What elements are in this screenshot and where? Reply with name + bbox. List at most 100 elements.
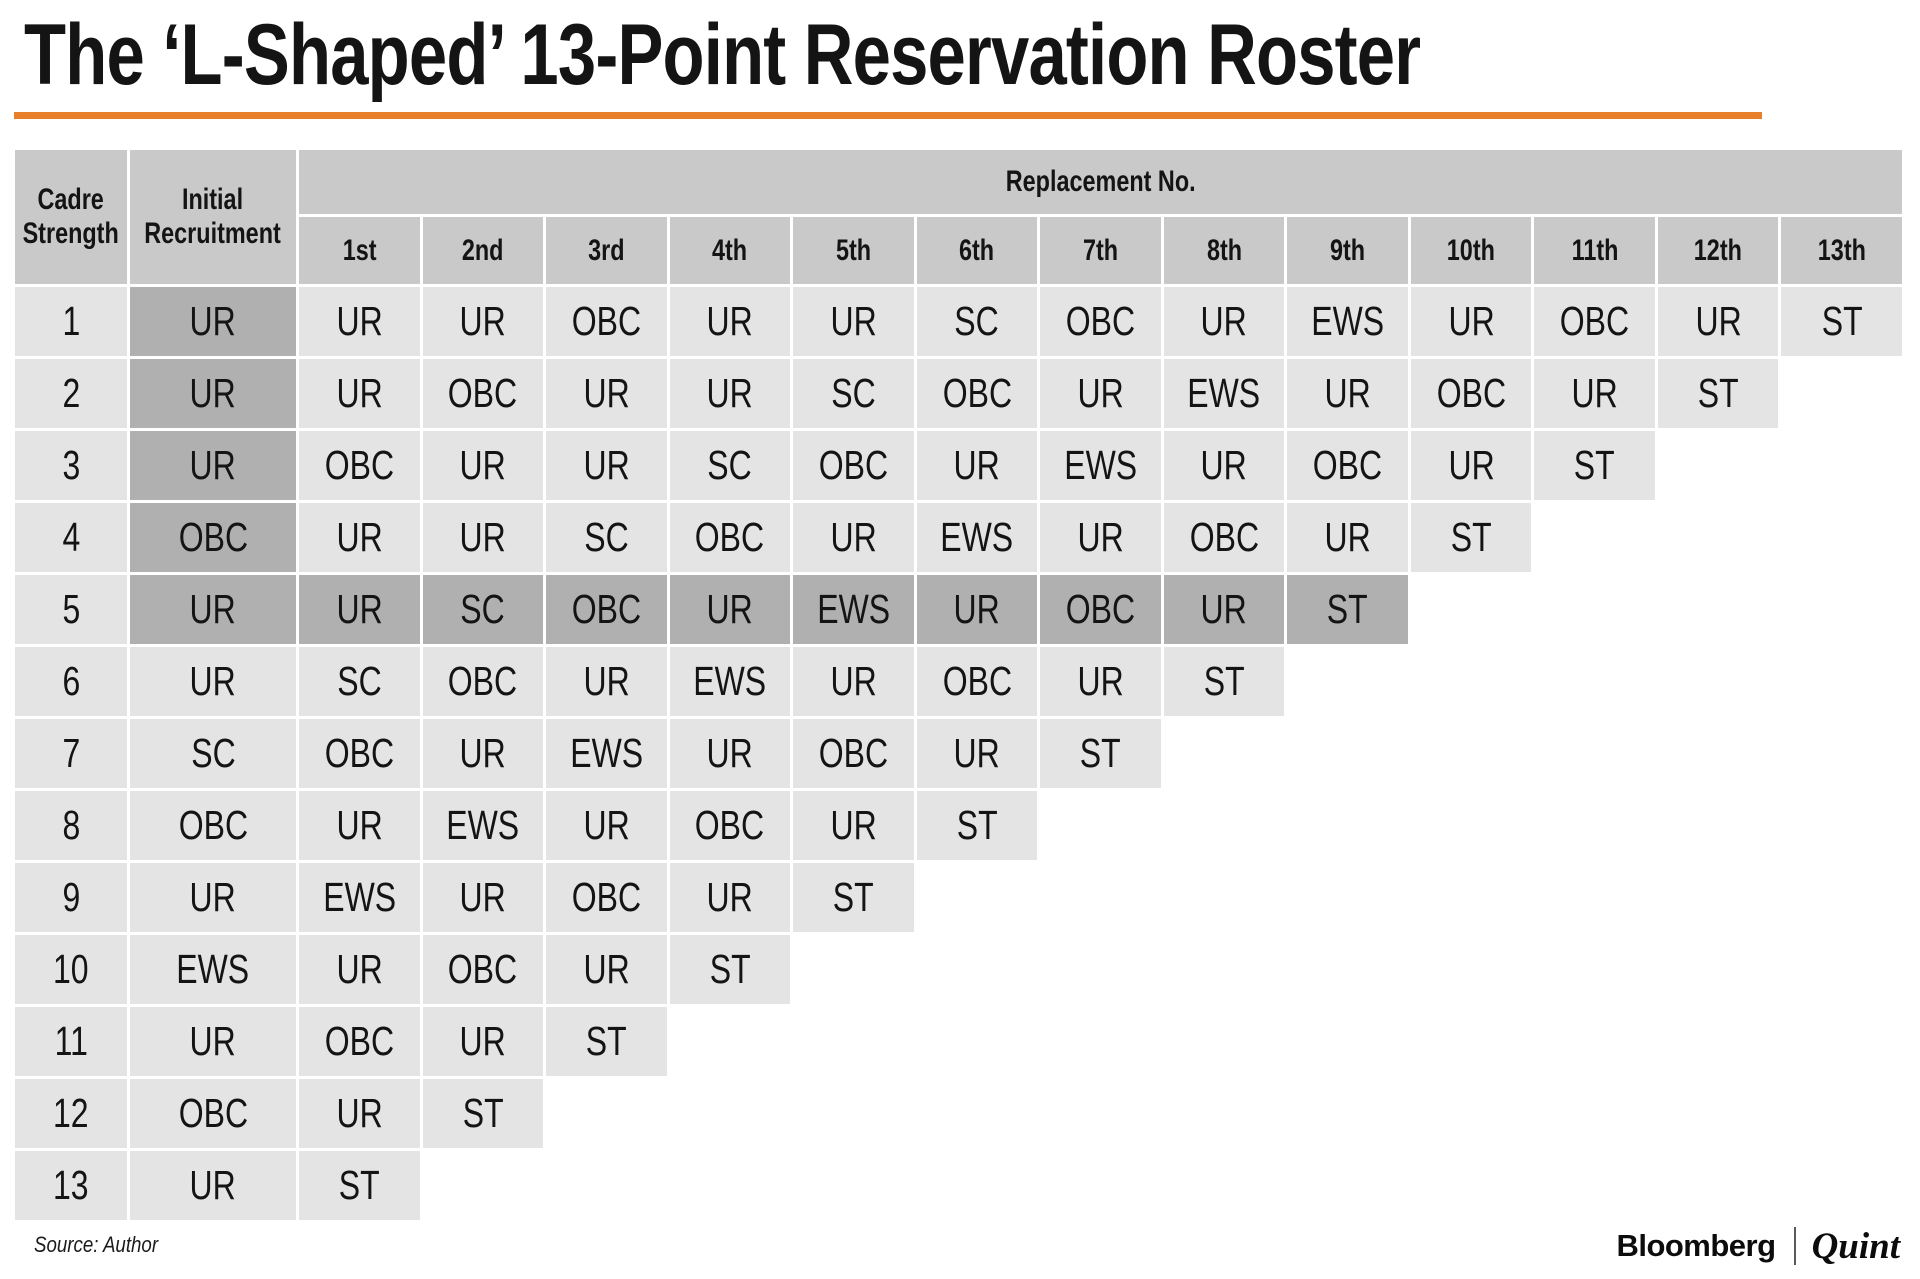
initial-recruitment-9-text: UR xyxy=(189,874,237,920)
source-note: Source: Author xyxy=(34,1232,180,1258)
replacement-r6-c6: OBC xyxy=(916,647,1038,716)
replacement-r7-c7-text: ST xyxy=(1080,730,1121,776)
replacement-r2-c6: OBC xyxy=(916,359,1038,428)
replacement-r1-c10-text: UR xyxy=(1448,298,1495,344)
replacement-r5-c6-text: UR xyxy=(953,586,1001,632)
replacement-r3-c3-text: UR xyxy=(583,442,630,488)
replacement-r5-c7: OBC xyxy=(1040,575,1161,644)
replacement-r8-c2: EWS xyxy=(422,791,544,860)
header-replacement-10th-text: 10th xyxy=(1447,233,1496,267)
header-cadre-strength-text: Cadre Strength xyxy=(22,183,120,250)
replacement-r7-c1-text: OBC xyxy=(324,730,394,776)
replacement-r3-c6: UR xyxy=(916,431,1038,500)
replacement-r1-c7-text: OBC xyxy=(1065,298,1136,344)
replacement-r2-c11: UR xyxy=(1534,359,1655,428)
replacement-r2-c7: UR xyxy=(1040,359,1161,428)
initial-recruitment-1-text: UR xyxy=(189,298,237,344)
replacement-r5-c3-text: OBC xyxy=(571,586,641,632)
header-replacement-6th-text: 6th xyxy=(959,233,995,267)
replacement-r2-c2-text: OBC xyxy=(448,370,518,416)
replacement-r8-c6: ST xyxy=(916,791,1038,860)
replacement-r2-c5: SC xyxy=(793,359,914,428)
initial-recruitment-5: UR xyxy=(130,575,296,644)
replacement-r13-c1-text: ST xyxy=(338,1162,380,1208)
replacement-r12-c2: ST xyxy=(422,1079,544,1148)
header-replacement-2nd-text: 2nd xyxy=(461,233,504,267)
replacement-r3-c8-text: UR xyxy=(1200,442,1248,488)
replacement-r1-c11-text: OBC xyxy=(1559,298,1630,344)
replacement-r8-c4-text: OBC xyxy=(695,802,765,848)
header-initial-recruitment-text: Initial Recruitment xyxy=(144,183,282,250)
initial-recruitment-3-text: UR xyxy=(189,442,237,488)
replacement-r7-c2: UR xyxy=(422,719,544,788)
replacement-r1-c12: UR xyxy=(1657,287,1779,356)
replacement-r5-c3: OBC xyxy=(546,575,667,644)
replacement-r3-c7-text: EWS xyxy=(1064,442,1137,488)
replacement-r6-c8-text: ST xyxy=(1203,658,1245,704)
replacement-r9-c2-text: UR xyxy=(459,874,506,920)
replacement-r1-c2-text: UR xyxy=(459,298,506,344)
initial-recruitment-4: OBC xyxy=(130,503,296,572)
replacement-r7-c6-text: UR xyxy=(953,730,1001,776)
replacement-r7-c5-text: OBC xyxy=(818,730,889,776)
quint-logo: Quint xyxy=(1811,1225,1900,1267)
replacement-r2-c9: UR xyxy=(1287,359,1408,428)
replacement-r2-c12: ST xyxy=(1657,359,1779,428)
cadre-strength-3-text: 3 xyxy=(62,442,80,488)
replacement-r9-c3-text: OBC xyxy=(571,874,641,920)
replacement-r1-c13-text: ST xyxy=(1821,298,1863,344)
replacement-r12-c2-text: ST xyxy=(462,1090,504,1136)
header-replacement-3rd-text: 3rd xyxy=(588,233,625,267)
initial-recruitment-13-text: UR xyxy=(189,1162,237,1208)
header-replacement-4th-text: 4th xyxy=(712,233,748,267)
header-replacement-group: Replacement No. xyxy=(299,150,1902,214)
replacement-r5-c7-text: OBC xyxy=(1065,586,1136,632)
logo-separator xyxy=(1793,1227,1796,1265)
replacement-r7-c1: OBC xyxy=(299,719,420,788)
header-replacement-7th: 7th xyxy=(1040,217,1161,284)
replacement-r5-c8-text: UR xyxy=(1200,586,1248,632)
cadre-strength-2-text: 2 xyxy=(62,370,80,416)
replacement-r1-c5-text: UR xyxy=(830,298,877,344)
replacement-r8-c1-text: UR xyxy=(336,802,383,848)
replacement-r8-c3: UR xyxy=(546,791,667,860)
replacement-r3-c10: UR xyxy=(1410,431,1532,500)
replacement-r6-c3: UR xyxy=(546,647,667,716)
replacement-r4-c7-text: UR xyxy=(1077,514,1124,560)
replacement-r13-c1: ST xyxy=(299,1151,420,1220)
replacement-r2-c7-text: UR xyxy=(1077,370,1124,416)
replacement-r1-c4-text: UR xyxy=(706,298,753,344)
replacement-r3-c8: UR xyxy=(1163,431,1285,500)
replacement-r8-c3-text: UR xyxy=(583,802,630,848)
replacement-r9-c1: EWS xyxy=(299,863,420,932)
replacement-r6-c2-text: OBC xyxy=(448,658,518,704)
replacement-r10-c2-text: OBC xyxy=(448,946,518,992)
header-replacement-7th-text: 7th xyxy=(1082,233,1119,267)
replacement-r3-c1-text: OBC xyxy=(324,442,394,488)
replacement-r4-c2-text: UR xyxy=(459,514,506,560)
replacement-r3-c5-text: OBC xyxy=(818,442,889,488)
header-replacement-9th-text: 9th xyxy=(1330,233,1366,267)
initial-recruitment-5-text: UR xyxy=(189,586,237,632)
replacement-r4-c9-text: UR xyxy=(1324,514,1371,560)
header-replacement-1st-text: 1st xyxy=(342,233,377,267)
replacement-r2-c8-text: EWS xyxy=(1187,370,1261,416)
replacement-r3-c2: UR xyxy=(422,431,544,500)
initial-recruitment-13: UR xyxy=(130,1151,296,1220)
replacement-r1-c11: OBC xyxy=(1534,287,1655,356)
header-replacement-group-text: Replacement No. xyxy=(1005,165,1196,199)
header-replacement-12th: 12th xyxy=(1657,217,1779,284)
initial-recruitment-7-text: SC xyxy=(190,730,236,776)
replacement-r5-c5: EWS xyxy=(793,575,914,644)
initial-recruitment-11-text: UR xyxy=(189,1018,237,1064)
replacement-r5-c9: ST xyxy=(1287,575,1408,644)
replacement-r11-c2-text: UR xyxy=(459,1018,506,1064)
header-replacement-5th-text: 5th xyxy=(835,233,871,267)
replacement-r4-c2: UR xyxy=(422,503,544,572)
replacement-r11-c1-text: OBC xyxy=(324,1018,394,1064)
header-replacement-11th-text: 11th xyxy=(1571,233,1619,267)
replacement-r2-c11-text: UR xyxy=(1571,370,1618,416)
replacement-r4-c1-text: UR xyxy=(336,514,383,560)
replacement-r4-c8: OBC xyxy=(1163,503,1285,572)
initial-recruitment-6-text: UR xyxy=(189,658,237,704)
